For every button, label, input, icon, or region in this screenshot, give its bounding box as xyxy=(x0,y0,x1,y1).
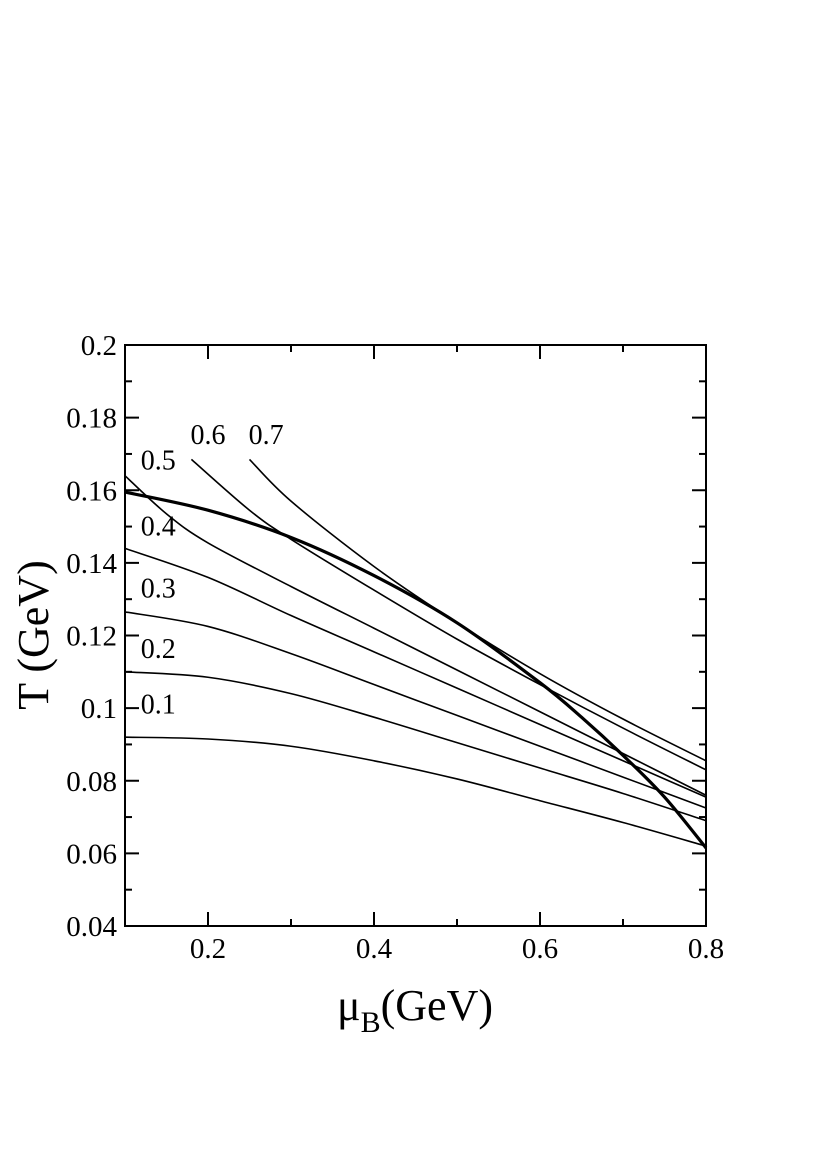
y-tick-label: 0.06 xyxy=(66,838,117,870)
x-tick-label: 0.8 xyxy=(688,933,724,965)
series-line-0.6 xyxy=(190,458,707,771)
x-axis-title-symbol: μ xyxy=(337,981,361,1030)
x-tick-label: 0.6 xyxy=(522,933,558,965)
x-tick-label: 0.2 xyxy=(190,933,226,965)
plot-frame xyxy=(124,344,707,927)
series-line-0.4 xyxy=(124,547,707,798)
y-tick-label: 0.04 xyxy=(66,911,117,943)
x-axis-title-unit: (GeV) xyxy=(381,981,493,1030)
series-label-0.1: 0.1 xyxy=(141,690,176,721)
y-tick-label: 0.14 xyxy=(66,548,117,580)
x-tick-label: 0.4 xyxy=(356,933,393,965)
series-label-0.7: 0.7 xyxy=(249,420,284,451)
series-label-0.2: 0.2 xyxy=(141,634,176,665)
series-line-0.5 xyxy=(124,475,707,796)
minor-ticks xyxy=(124,345,706,926)
series-labels: 0.1 0.2 0.3 0.4 0.5 0.6 0.7 xyxy=(141,420,284,721)
series-lines xyxy=(124,458,708,849)
y-tick-label: 0.1 xyxy=(81,693,117,725)
series-line-0.7 xyxy=(248,458,707,762)
y-tick-label: 0.08 xyxy=(66,766,117,798)
series-line-0.3 xyxy=(124,611,707,809)
series-label-0.3: 0.3 xyxy=(141,573,176,604)
y-axis-title: T (GeV) xyxy=(9,560,58,709)
series-label-0.6: 0.6 xyxy=(191,420,226,451)
y-tick-label: 0.12 xyxy=(66,621,117,653)
x-axis-title: μB(GeV) xyxy=(337,981,493,1039)
y-tick-label: 0.16 xyxy=(66,475,117,507)
phase-boundary-line xyxy=(124,490,708,849)
series-line-0.1 xyxy=(124,736,707,847)
y-tick-label: 0.18 xyxy=(66,403,117,435)
y-tick-label: 0.2 xyxy=(81,330,117,362)
series-label-0.5: 0.5 xyxy=(141,446,176,477)
series-label-0.4: 0.4 xyxy=(141,512,176,543)
x-axis-title-subscript: B xyxy=(361,1006,381,1039)
series-line-0.2 xyxy=(124,671,707,822)
tick-labels: 0.2 0.4 0.6 0.8 0.04 0.06 0.08 0.1 0.12 0.14 0.16 0… xyxy=(66,330,724,965)
